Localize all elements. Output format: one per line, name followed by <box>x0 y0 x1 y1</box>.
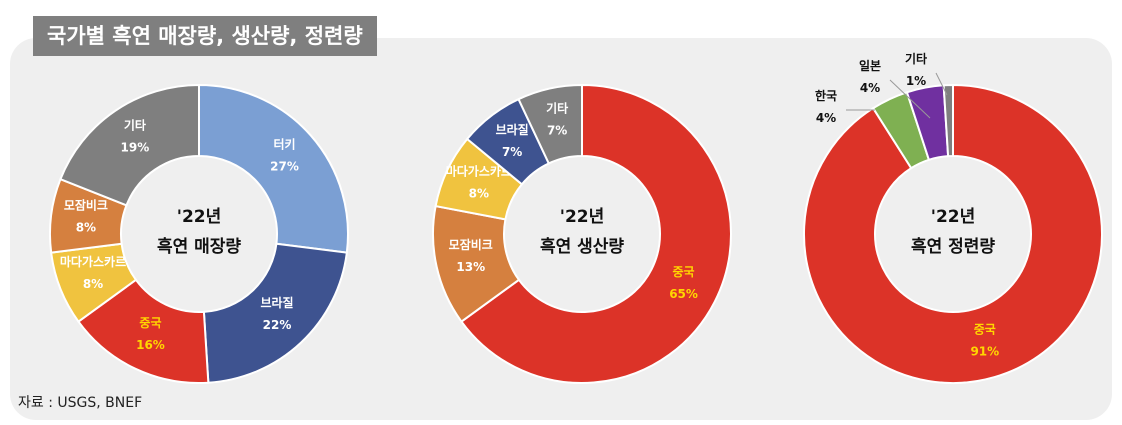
donut-center-label: '22년 <box>560 207 605 227</box>
leader-line-2-2 <box>889 79 931 119</box>
donut-center-label: '22년 <box>177 207 222 227</box>
segment-value-label: 7% <box>502 145 522 159</box>
donut-segment-0-0 <box>198 83 349 254</box>
donut-segment-1-4 <box>517 83 583 165</box>
segment-value-label: 4% <box>816 111 836 125</box>
donut-center-label: 흑연 정련량 <box>911 236 995 257</box>
segment-value-label: 91% <box>970 344 999 358</box>
donut-center-label: 흑연 생산량 <box>540 236 624 257</box>
source-note: 자료 : USGS, BNEF <box>18 395 143 411</box>
segment-category-label: 한국 <box>815 88 837 103</box>
leader-line-2-3 <box>935 72 948 96</box>
segment-value-label: 13% <box>456 260 485 274</box>
page-title: 국가별 흑연 매장량, 생산량, 정련량 <box>33 16 377 56</box>
segment-category-label: 일본 <box>859 59 881 73</box>
donut-segment-1-0 <box>460 83 732 384</box>
segment-value-label: 7% <box>547 124 567 138</box>
reserves-donut-chart: 터키 27% 브라질 22% 중국 16% 마다가스카르 8% 모잠비크 8% 기타 19% '22년흑… <box>49 83 349 384</box>
segment-category-label: 모잠비크 <box>64 198 108 213</box>
donut-center-label: 흑연 매장량 <box>157 236 241 257</box>
segment-category-label: 중국 <box>974 322 996 336</box>
donut-segment-2-0 <box>803 83 1103 384</box>
donut-segment-0-1 <box>202 242 348 384</box>
segment-category-label: 터키 <box>273 137 295 152</box>
segment-category-label: 기타 <box>905 51 927 66</box>
segment-category-label: 기타 <box>124 118 146 133</box>
segment-category-label: 중국 <box>673 265 695 279</box>
segment-category-label: 마다가스카르 <box>446 163 512 178</box>
segment-value-label: 22% <box>263 318 292 332</box>
donut-segment-2-3 <box>942 83 954 158</box>
segment-value-label: 65% <box>669 287 698 301</box>
segment-value-label: 8% <box>83 277 103 291</box>
segment-value-label: 27% <box>270 160 299 174</box>
donut-segment-0-5 <box>59 83 200 207</box>
segment-value-label: 16% <box>136 338 165 352</box>
segment-value-label: 4% <box>860 81 880 95</box>
segment-category-label: 중국 <box>139 316 161 330</box>
donut-center-label: '22년 <box>931 207 976 227</box>
segment-category-label: 모잠비크 <box>449 237 493 252</box>
segment-category-label: 마다가스카르 <box>60 254 126 269</box>
segment-category-label: 브라질 <box>496 122 529 137</box>
segment-value-label: 19% <box>121 141 150 155</box>
segment-value-label: 1% <box>906 74 926 88</box>
segment-category-label: 브라질 <box>260 295 293 310</box>
segment-category-label: 기타 <box>546 101 568 116</box>
segment-value-label: 8% <box>76 221 96 235</box>
segment-value-label: 8% <box>469 186 489 200</box>
